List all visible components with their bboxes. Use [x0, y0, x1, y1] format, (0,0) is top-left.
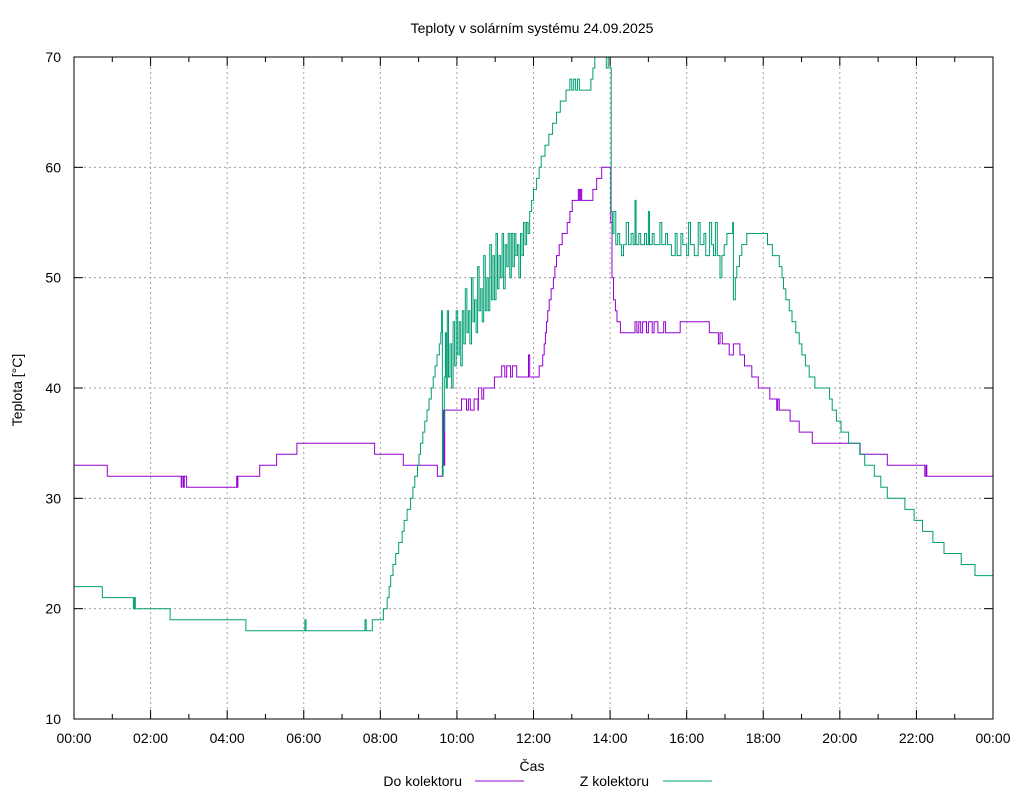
legend: Do kolektoru Z kolektoru: [383, 773, 712, 789]
y-tick-label: 70: [45, 49, 61, 65]
y-tick-label: 60: [45, 159, 61, 175]
y-tick-label: 50: [45, 270, 61, 286]
x-tick-label: 12:00: [516, 730, 551, 746]
y-tick-label: 30: [45, 490, 61, 506]
x-tick-label: 10:00: [439, 730, 474, 746]
x-tick-label: 14:00: [593, 730, 628, 746]
x-tick-label: 00:00: [975, 730, 1010, 746]
y-axis-label: Teplota [°C]: [9, 354, 25, 427]
x-tick-label: 02:00: [133, 730, 168, 746]
x-axis-label: Čas: [520, 758, 545, 774]
chart-title: Teploty v solárním systému 24.09.2025: [411, 20, 654, 36]
y-tick-label: 10: [45, 711, 61, 727]
x-tick-label: 22:00: [899, 730, 934, 746]
x-tick-label: 04:00: [210, 730, 245, 746]
x-tick-label: 08:00: [363, 730, 398, 746]
x-tick-label: 18:00: [746, 730, 781, 746]
series-line-z-kolektoru: [74, 57, 993, 632]
axes-ticks: 10 20 30 40 50 60 70 00:00 02:00 04:00 06:00 08:00 1…: [45, 49, 1010, 746]
y-tick-label: 20: [45, 601, 61, 617]
legend-label-do-kolektoru: Do kolektoru: [383, 773, 462, 789]
x-tick-label: 00:00: [56, 730, 91, 746]
x-tick-label: 20:00: [822, 730, 857, 746]
legend-label-z-kolektoru: Z kolektoru: [580, 773, 649, 789]
y-tick-label: 40: [45, 380, 61, 396]
series-layer: [74, 57, 993, 632]
x-tick-label: 16:00: [669, 730, 704, 746]
x-tick-label: 06:00: [286, 730, 321, 746]
series-line-do-kolektoru: [74, 166, 993, 488]
